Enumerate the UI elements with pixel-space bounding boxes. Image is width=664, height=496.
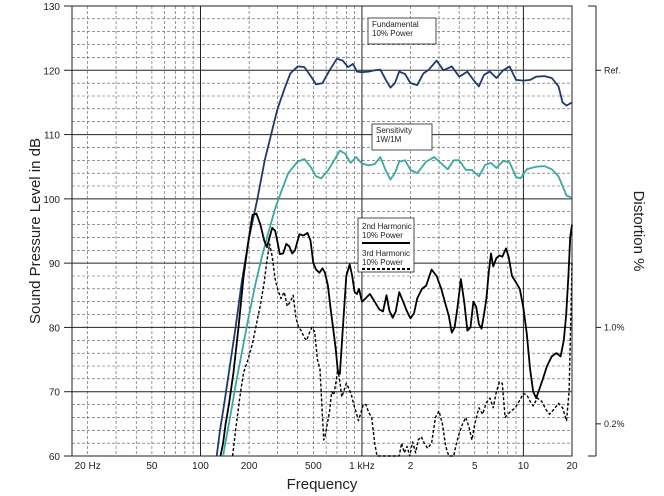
- legend-text: 2nd Harmonic: [362, 222, 412, 231]
- legend-text: 10% Power: [372, 29, 413, 38]
- series-line-fundamental: [215, 57, 573, 457]
- right-tick-label: 0.2%: [604, 419, 625, 429]
- x-tick-label: 5: [472, 461, 478, 472]
- legend-text: 10% Power: [362, 258, 403, 267]
- series-line-sensitivity: [222, 149, 573, 457]
- legend-text: 3rd Harmonic: [362, 249, 410, 258]
- x-tick-label: 20 Hz: [75, 461, 101, 472]
- y-tick-label: 90: [49, 259, 61, 270]
- series-line-3rd-harmonic: [231, 243, 573, 457]
- x-tick-label: 100: [192, 461, 209, 472]
- right-tick-label: 1.0%: [604, 322, 625, 332]
- y-tick-label: 70: [49, 388, 61, 399]
- x-tick-label: 200: [241, 461, 258, 472]
- series-layer: [215, 57, 573, 457]
- right-tick-label: Ref.: [604, 65, 621, 75]
- y-tick-label: 110: [44, 131, 60, 142]
- y-tick-label: 130: [43, 2, 60, 13]
- x-tick-label: 10: [518, 461, 530, 472]
- x-tick-label: 1 kHz: [349, 461, 375, 472]
- legend-text: 10% Power: [362, 231, 403, 240]
- plot-area: [71, 5, 573, 457]
- series-line-2nd-harmonic: [219, 212, 573, 457]
- legend-box: [357, 217, 415, 273]
- x-tick-label: 20: [566, 461, 578, 472]
- legend-box: [371, 123, 433, 151]
- y-tick-label: 120: [43, 66, 60, 77]
- y-tick-label: 80: [49, 323, 61, 334]
- legend-text: 1W/1M: [376, 135, 402, 144]
- right-axis-label: Distortion %: [630, 191, 647, 272]
- x-tick-label: 500: [305, 461, 322, 472]
- grid: 60 70 80 90 100 110 120 130 20 Hz 50 100 200 500 1 kH…: [43, 2, 624, 472]
- legend-text: Sensitivity: [376, 126, 412, 135]
- x-tick-label: 50: [146, 461, 158, 472]
- y-tick-label: 60: [49, 452, 61, 463]
- x-tick-label: 2: [408, 461, 414, 472]
- x-axis-label: Frequency: [287, 476, 358, 493]
- legend-box: [367, 17, 437, 45]
- y-tick-label: 100: [43, 195, 60, 206]
- y-axis-label: Sound Pressure Level in dB: [27, 138, 44, 324]
- axes-layer: Sound Pressure Level in dB Distortion % …: [27, 138, 647, 493]
- legend-text: Fundamental: [372, 20, 419, 29]
